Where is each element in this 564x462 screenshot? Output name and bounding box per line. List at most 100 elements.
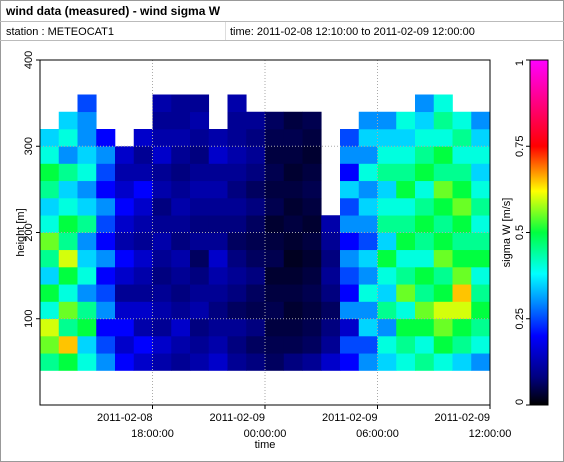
cell	[246, 336, 266, 354]
cell	[208, 215, 228, 233]
cell	[415, 336, 435, 354]
cell	[190, 336, 210, 354]
cell	[433, 336, 453, 354]
cell	[452, 318, 472, 337]
cell	[396, 301, 416, 320]
cell	[227, 146, 247, 164]
cell	[227, 336, 247, 354]
cell	[133, 249, 153, 268]
cell	[152, 180, 172, 199]
cell	[227, 94, 247, 113]
cell	[283, 267, 303, 285]
cell	[471, 129, 491, 147]
x-tick-label: 06:00:00	[356, 428, 399, 440]
cell	[340, 198, 360, 216]
cell	[58, 318, 78, 337]
cell	[77, 111, 97, 130]
cell	[246, 284, 266, 302]
cell	[227, 129, 247, 147]
cell	[208, 353, 228, 371]
cell	[77, 129, 97, 147]
cell	[40, 232, 60, 251]
cell	[133, 336, 153, 354]
cell	[377, 232, 397, 251]
cell	[396, 163, 416, 182]
cell	[190, 353, 210, 371]
cell	[433, 198, 453, 216]
cell	[265, 129, 285, 147]
cell	[358, 111, 378, 130]
cell	[96, 146, 116, 164]
cell	[265, 163, 285, 182]
cell	[377, 267, 397, 285]
colorbar-tick-label: 1	[514, 60, 526, 66]
cell	[302, 215, 322, 233]
cell	[302, 146, 322, 164]
cell	[415, 318, 435, 337]
cell	[152, 249, 172, 268]
x-axis-label: time	[255, 439, 276, 451]
cell	[433, 249, 453, 268]
cell	[96, 353, 116, 371]
cell	[58, 249, 78, 268]
cell	[40, 249, 60, 268]
cell	[40, 267, 60, 285]
cell	[358, 180, 378, 199]
cell	[433, 353, 453, 371]
cell	[358, 249, 378, 268]
cell	[227, 353, 247, 371]
cell	[302, 249, 322, 268]
cell	[265, 249, 285, 268]
cell	[358, 284, 378, 302]
x-tick-label: 12:00:00	[469, 428, 512, 440]
cell	[152, 111, 172, 130]
cell	[471, 353, 491, 371]
cell	[171, 284, 191, 302]
cell	[115, 215, 135, 233]
cell	[377, 215, 397, 233]
cells	[40, 94, 491, 371]
cell	[283, 353, 303, 371]
cell	[471, 301, 491, 320]
cell	[340, 129, 360, 147]
cell	[171, 163, 191, 182]
cell	[246, 180, 266, 199]
cell	[396, 111, 416, 130]
cell	[471, 215, 491, 233]
cell	[77, 318, 97, 337]
cell	[302, 129, 322, 147]
cell	[415, 215, 435, 233]
cell	[152, 267, 172, 285]
cell	[115, 301, 135, 320]
cell	[133, 301, 153, 320]
cell	[471, 163, 491, 182]
cell	[396, 146, 416, 164]
cell	[40, 284, 60, 302]
cell	[77, 267, 97, 285]
cell	[358, 318, 378, 337]
cell	[246, 353, 266, 371]
cell	[246, 129, 266, 147]
cell	[302, 353, 322, 371]
cell	[415, 180, 435, 199]
cell	[133, 353, 153, 371]
cell	[358, 129, 378, 147]
cell	[340, 336, 360, 354]
cell	[133, 215, 153, 233]
y-tick-label: 200	[23, 223, 35, 241]
cell	[283, 198, 303, 216]
cell	[77, 198, 97, 216]
cell	[40, 180, 60, 199]
cell	[171, 318, 191, 337]
cell	[40, 301, 60, 320]
cell	[152, 301, 172, 320]
cell	[96, 249, 116, 268]
cell	[265, 284, 285, 302]
cell	[58, 129, 78, 147]
cell	[190, 232, 210, 251]
cell	[321, 267, 341, 285]
cell	[96, 163, 116, 182]
cell	[115, 249, 135, 268]
x-tick-label: 2011-02-08	[97, 412, 152, 424]
cell	[377, 111, 397, 130]
